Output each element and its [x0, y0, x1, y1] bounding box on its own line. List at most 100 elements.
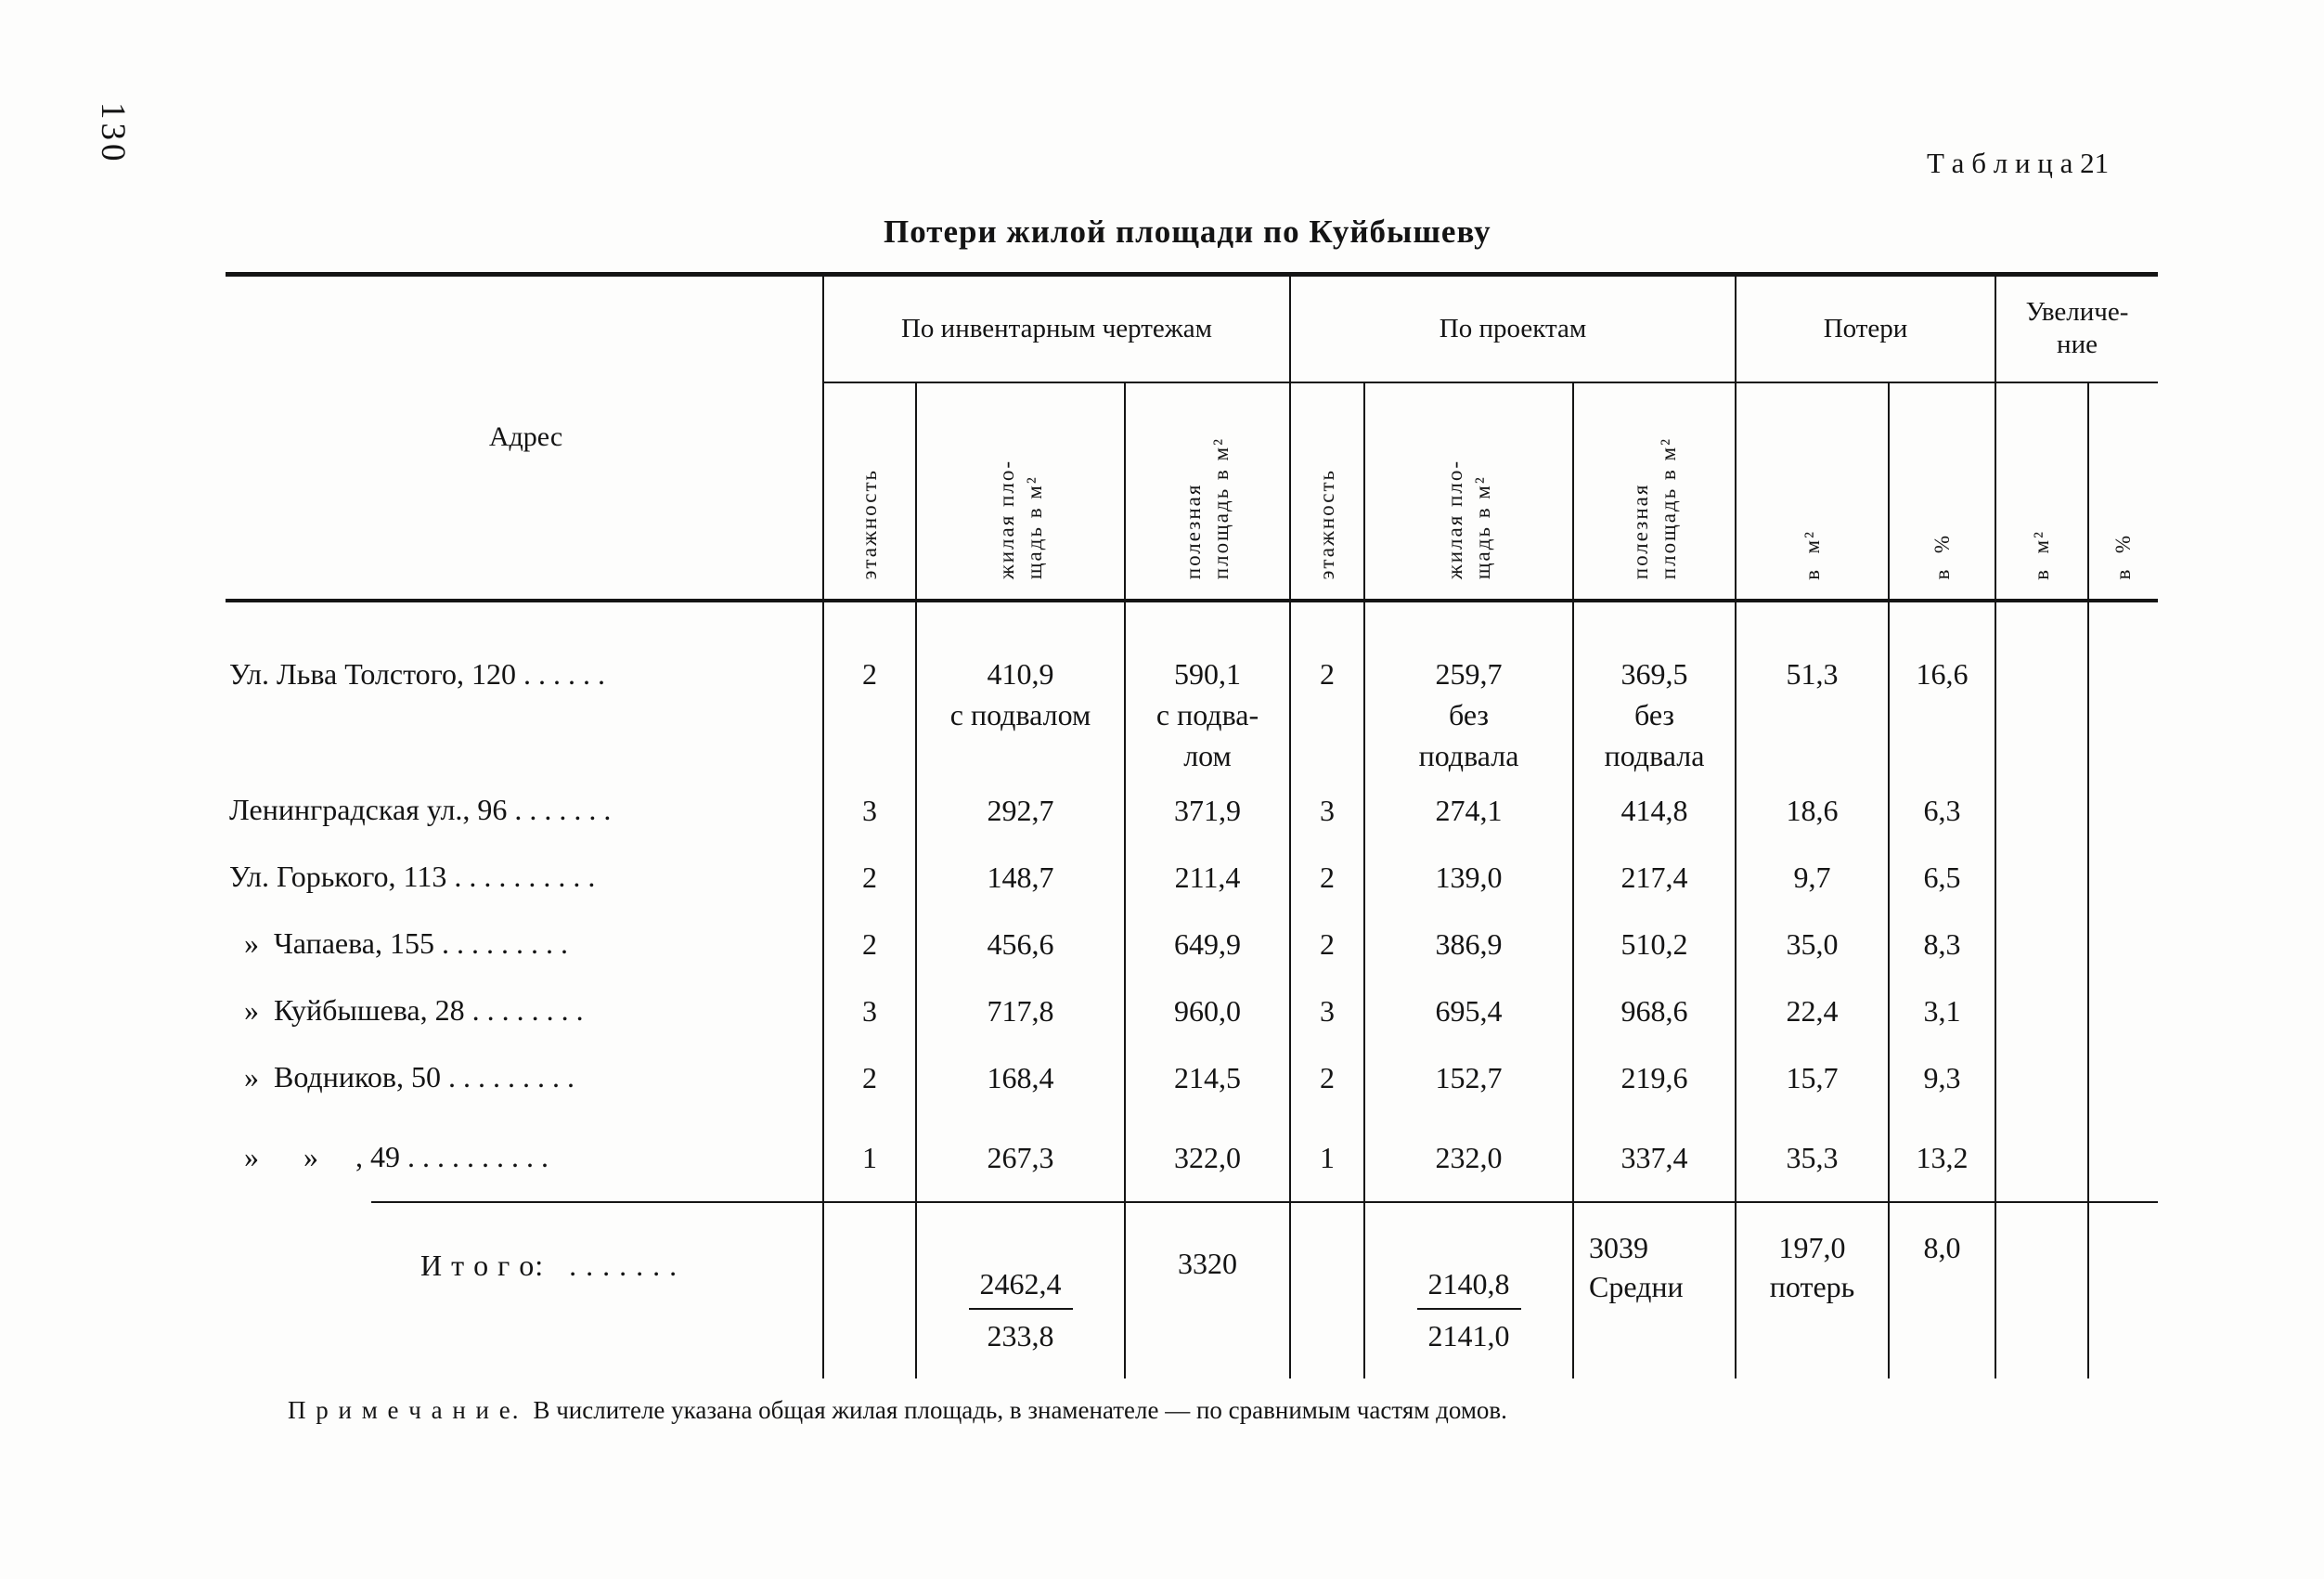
subheader-floors-proj: этажность: [1289, 382, 1364, 602]
totals-row: И т о г о: . . . . . . . 2462,4 233,8 332…: [226, 1203, 2159, 1378]
group-header-inventory: По инвентарным чертежам: [822, 274, 1290, 383]
loss-m2-cell: 15,7: [1735, 1043, 1889, 1111]
loss-m2-cell: 35,3: [1735, 1110, 1889, 1204]
living-inv-cell: 717,8: [915, 977, 1125, 1044]
address-cell: Ул. Горького, 113 . . . . . . . . . .: [229, 860, 596, 893]
totals-floors-inv-cell: [822, 1203, 916, 1378]
totals-loss-m2-cell: 197,0 потерь: [1735, 1203, 1889, 1378]
footnote-text: В числителе указана общая жилая площадь,…: [533, 1396, 1507, 1424]
totals-living-proj-cell: 2140,8 2141,0: [1363, 1203, 1573, 1378]
loss-m2-cell: 51,3: [1735, 600, 1889, 777]
address-cell: » Куйбышева, 28 . . . . . . . .: [229, 993, 584, 1027]
increase-m2-cell: [1995, 977, 2088, 1044]
useful-inv-cell: 214,5: [1124, 1043, 1290, 1111]
subheader-living-area-proj: жилая пло- щадь в м²: [1363, 382, 1573, 602]
useful-proj-cell: 414,8: [1572, 776, 1736, 844]
increase-m2-cell: [1995, 843, 2088, 911]
loss-pct-cell: 6,3: [1888, 776, 1995, 844]
table-title: Потери жилой площади по Куйбышеву: [884, 214, 1491, 250]
table-caption-label: Т а б л и ц а 21: [1927, 147, 2110, 179]
sub-header-row: этажность жилая пло- щадь в м² полезная …: [226, 382, 2159, 602]
loss-pct-cell: 16,6: [1888, 600, 1995, 777]
floors-proj-cell: 2: [1289, 910, 1364, 977]
increase-pct-cell: [2086, 776, 2159, 844]
group-header-row: Адрес По инвентарным чертежам По проекта…: [226, 274, 2159, 602]
floors-proj-cell: 2: [1289, 1043, 1364, 1111]
living-proj-cell: 152,7: [1363, 1043, 1573, 1111]
living-proj-cell: 232,0: [1363, 1110, 1573, 1204]
increase-pct-cell: [2086, 600, 2159, 777]
living-proj-cell: 695,4: [1363, 977, 1573, 1044]
living-proj-cell: 259,7 без подвала: [1363, 600, 1573, 777]
living-inv-cell: 292,7: [915, 776, 1125, 844]
address-cell: » Чапаева, 155 . . . . . . . . .: [229, 926, 568, 960]
living-inv-cell: 148,7: [915, 843, 1125, 911]
totals-separator-rule: [371, 1201, 2158, 1203]
increase-pct-cell: [2086, 1043, 2159, 1111]
living-proj-fraction: 2140,8 2141,0: [1416, 1265, 1521, 1354]
subheader-loss-m2: в м²: [1735, 382, 1889, 602]
increase-pct-cell: [2086, 843, 2159, 911]
address-cell: » » , 49 . . . . . . . . . .: [229, 1140, 549, 1173]
page-number: 130: [94, 102, 132, 165]
totals-living-inv-cell: 2462,4 233,8: [915, 1203, 1125, 1378]
living-inv-cell: 456,6: [915, 910, 1125, 977]
living-proj-cell: 386,9: [1363, 910, 1573, 977]
useful-inv-cell: 371,9: [1124, 776, 1290, 844]
floors-inv-cell: 2: [822, 843, 916, 911]
useful-inv-cell: 649,9: [1124, 910, 1290, 977]
totals-floors-proj-cell: [1289, 1203, 1364, 1378]
floors-inv-cell: 2: [822, 600, 916, 777]
address-cell: Ленинградская ул., 96 . . . . . . .: [229, 793, 612, 826]
loss-pct-cell: 8,3: [1888, 910, 1995, 977]
table-row: » Водников, 50 . . . . . . . . . 2 168,4…: [226, 1043, 2159, 1111]
living-inv-cell: 267,3: [915, 1110, 1125, 1204]
subheader-living-area-inv: жилая пло- щадь в м²: [915, 382, 1125, 602]
data-table: Адрес По инвентарным чертежам По проекта…: [226, 272, 2159, 1378]
floors-inv-cell: 2: [822, 910, 916, 977]
increase-m2-cell: [1995, 910, 2088, 977]
loss-pct-cell: 9,3: [1888, 1043, 1995, 1111]
loss-m2-cell: 35,0: [1735, 910, 1889, 977]
subheader-increase-pct: в %: [2086, 382, 2159, 602]
subheader-useful-area-proj: полезная площадь в м²: [1572, 382, 1736, 602]
increase-pct-cell: [2086, 910, 2159, 977]
useful-proj-cell: 510,2: [1572, 910, 1736, 977]
address-cell: Ул. Льва Толстого, 120 . . . . . .: [229, 656, 605, 691]
totals-label: И т о г о: . . . . . . .: [420, 1248, 678, 1282]
floors-inv-cell: 3: [822, 776, 916, 844]
address-cell: » Водников, 50 . . . . . . . . .: [229, 1060, 575, 1094]
living-inv-fraction: 2462,4 233,8: [968, 1265, 1073, 1354]
table-row: » Чапаева, 155 . . . . . . . . . 2 456,6…: [226, 910, 2159, 977]
subheader-increase-m2: в м²: [1995, 382, 2088, 602]
table-row: » Куйбышева, 28 . . . . . . . . 3 717,8 …: [226, 977, 2159, 1044]
useful-inv-cell: 211,4: [1124, 843, 1290, 911]
useful-inv-cell: 322,0: [1124, 1110, 1290, 1204]
increase-pct-cell: [2086, 977, 2159, 1044]
table-row: » » , 49 . . . . . . . . . . 1 267,3 322…: [226, 1110, 2159, 1204]
floors-proj-cell: 1: [1289, 1110, 1364, 1204]
totals-increase-pct-cell: [2086, 1203, 2159, 1378]
floors-inv-cell: 1: [822, 1110, 916, 1204]
group-header-increase: Увеличе- ние: [1994, 274, 2159, 383]
subheader-loss-pct: в %: [1888, 382, 1995, 602]
increase-m2-cell: [1995, 1043, 2088, 1111]
useful-proj-cell: 337,4: [1572, 1110, 1736, 1204]
table-row: Ул. Льва Толстого, 120 . . . . . . 2 410…: [226, 600, 2159, 777]
useful-proj-cell: 219,6: [1572, 1043, 1736, 1111]
totals-useful-inv-cell: 3320: [1124, 1203, 1290, 1378]
floors-inv-cell: 2: [822, 1043, 916, 1111]
living-proj-cell: 274,1: [1363, 776, 1573, 844]
living-proj-cell: 139,0: [1363, 843, 1573, 911]
loss-pct-cell: 3,1: [1888, 977, 1995, 1044]
floors-proj-cell: 3: [1289, 977, 1364, 1044]
floors-proj-cell: 2: [1289, 843, 1364, 911]
useful-inv-cell: 590,1 с подва- лом: [1124, 600, 1290, 777]
living-inv-cell: 168,4: [915, 1043, 1125, 1111]
floors-proj-cell: 2: [1289, 600, 1364, 777]
increase-pct-cell: [2086, 1110, 2159, 1204]
loss-m2-cell: 18,6: [1735, 776, 1889, 844]
loss-pct-cell: 6,5: [1888, 843, 1995, 911]
address-column-header: Адрес: [226, 274, 823, 602]
